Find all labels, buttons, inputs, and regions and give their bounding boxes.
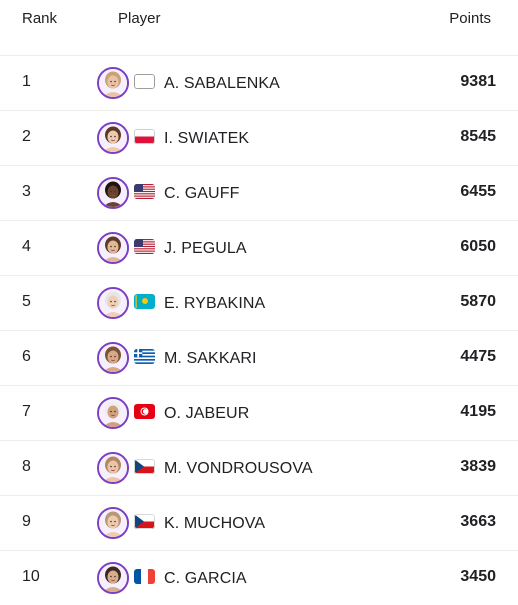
rank-number: 8: [22, 458, 31, 475]
usa-flag-icon: [134, 184, 155, 199]
rank-number: 9: [22, 513, 31, 530]
player-name[interactable]: O. JABEUR: [164, 405, 250, 422]
player-name[interactable]: E. RYBAKINA: [164, 295, 266, 312]
rank-number: 3: [22, 183, 31, 200]
rank-number: 5: [22, 293, 31, 310]
ranking-row[interactable]: 9 K. MUCHOVA 3663: [0, 496, 518, 551]
rankings-list: 1 A. SABALENKA 9381 2 I. SWIATEK 8545 3 C. GAUF…: [0, 56, 518, 605]
ranking-row[interactable]: 4 J. PEGULA 6050: [0, 221, 518, 276]
player-points: 9381: [460, 73, 496, 90]
rank-number: 6: [22, 348, 31, 365]
rank-number: 1: [22, 73, 31, 90]
ranking-row[interactable]: 3 C. GAUFF 6455: [0, 166, 518, 221]
player-avatar[interactable]: [97, 122, 129, 154]
player-name[interactable]: M. SAKKARI: [164, 350, 257, 367]
player-points: 3663: [460, 513, 496, 530]
tunisia-flag-icon: [134, 404, 155, 419]
player-points: 3839: [460, 458, 496, 475]
rank-column-header: Rank: [22, 10, 58, 27]
player-points: 4195: [460, 403, 496, 420]
ranking-row[interactable]: 1 A. SABALENKA 9381: [0, 56, 518, 111]
player-points: 8545: [460, 128, 496, 145]
player-avatar[interactable]: [97, 562, 129, 594]
rankings-header: Rank Player Points: [0, 0, 518, 56]
czech-flag-icon: [134, 514, 155, 529]
poland-flag-icon: [134, 129, 155, 144]
ranking-row[interactable]: 10 C. GARCIA 3450: [0, 551, 518, 605]
player-avatar[interactable]: [97, 342, 129, 374]
player-avatar[interactable]: [97, 287, 129, 319]
player-avatar[interactable]: [97, 232, 129, 264]
ranking-row[interactable]: 2 I. SWIATEK 8545: [0, 111, 518, 166]
player-avatar[interactable]: [97, 507, 129, 539]
player-avatar[interactable]: [97, 452, 129, 484]
kazakhstan-flag-icon: [134, 294, 155, 309]
ranking-row[interactable]: 8 M. VONDROUSOVA 3839: [0, 441, 518, 496]
ranking-row[interactable]: 5 E. RYBAKINA 5870: [0, 276, 518, 331]
player-avatar[interactable]: [97, 177, 129, 209]
points-column-header: Points: [449, 10, 491, 27]
player-avatar[interactable]: [97, 397, 129, 429]
france-flag-icon: [134, 569, 155, 584]
rank-number: 10: [22, 568, 40, 585]
rank-number: 2: [22, 128, 31, 145]
neutral-flag-icon: [134, 74, 155, 89]
player-name[interactable]: M. VONDROUSOVA: [164, 460, 313, 477]
player-column-header: Player: [118, 10, 161, 27]
player-points: 4475: [460, 348, 496, 365]
player-points: 3450: [460, 568, 496, 585]
player-name[interactable]: A. SABALENKA: [164, 75, 280, 92]
player-points: 6050: [460, 238, 496, 255]
player-name[interactable]: I. SWIATEK: [164, 130, 250, 147]
player-avatar[interactable]: [97, 67, 129, 99]
czech-flag-icon: [134, 459, 155, 474]
player-name[interactable]: C. GAUFF: [164, 185, 240, 202]
player-points: 5870: [460, 293, 496, 310]
player-name[interactable]: J. PEGULA: [164, 240, 247, 257]
usa-flag-icon: [134, 239, 155, 254]
player-name[interactable]: K. MUCHOVA: [164, 515, 266, 532]
player-points: 6455: [460, 183, 496, 200]
player-name[interactable]: C. GARCIA: [164, 570, 247, 587]
rank-number: 7: [22, 403, 31, 420]
rank-number: 4: [22, 238, 31, 255]
ranking-row[interactable]: 7 O. JABEUR 4195: [0, 386, 518, 441]
ranking-row[interactable]: 6 M. SAKKARI 4475: [0, 331, 518, 386]
greece-flag-icon: [134, 349, 155, 364]
